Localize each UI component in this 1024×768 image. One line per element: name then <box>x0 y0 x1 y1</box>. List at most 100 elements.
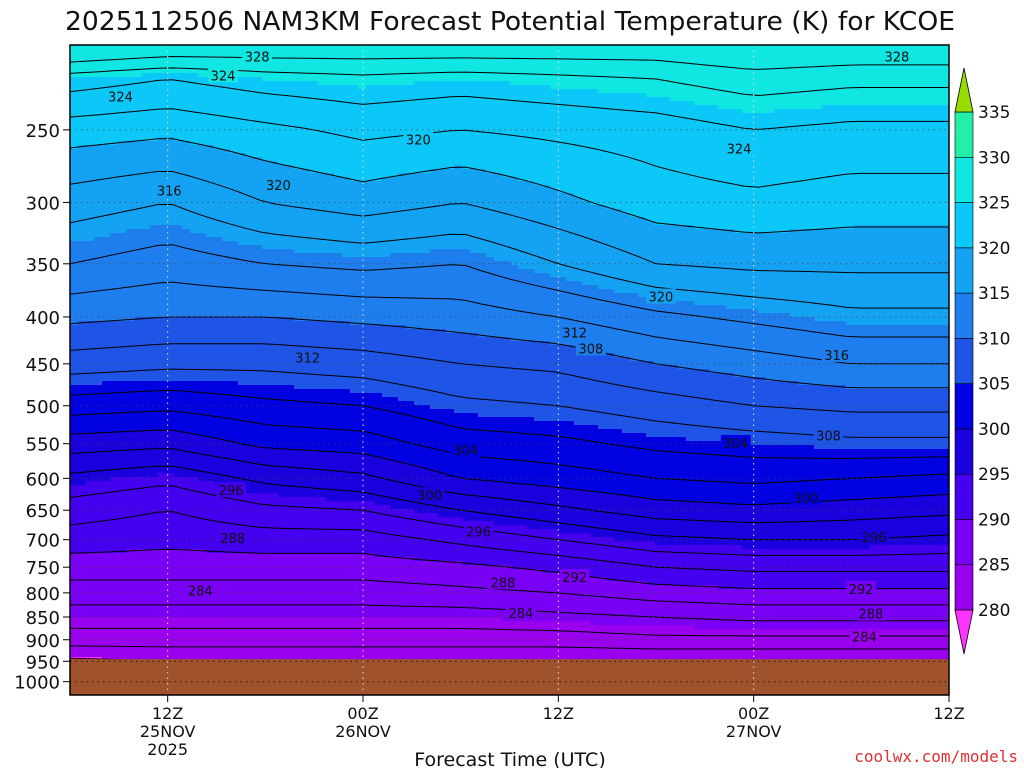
theta-cell <box>214 241 223 246</box>
theta-cell <box>254 433 263 438</box>
theta-cell <box>70 373 79 378</box>
theta-cell <box>78 489 87 494</box>
theta-cell <box>126 497 135 502</box>
theta-cell <box>166 209 175 214</box>
theta-cell <box>310 325 319 330</box>
theta-cell <box>254 357 263 362</box>
theta-cell <box>222 141 231 146</box>
theta-cell <box>286 393 295 398</box>
theta-cell <box>246 465 255 470</box>
theta-cell <box>78 437 87 442</box>
theta-cell <box>78 389 87 394</box>
theta-cell <box>278 97 287 102</box>
theta-cell <box>150 317 159 322</box>
theta-cell <box>126 585 135 590</box>
theta-cell <box>254 609 263 614</box>
theta-cell <box>222 581 231 586</box>
theta-cell <box>214 397 223 402</box>
theta-cell <box>142 645 151 650</box>
theta-cell <box>174 197 183 202</box>
theta-cell <box>238 625 247 630</box>
theta-cell <box>278 377 287 382</box>
theta-cell <box>254 77 263 82</box>
theta-cell <box>118 445 127 450</box>
theta-cell <box>126 649 135 654</box>
theta-cell <box>78 49 87 54</box>
theta-cell <box>238 557 247 562</box>
theta-cell <box>238 209 247 214</box>
theta-cell <box>78 225 87 230</box>
theta-cell <box>246 281 255 286</box>
theta-cell <box>102 137 111 142</box>
theta-cell <box>198 193 207 198</box>
theta-cell <box>70 341 79 346</box>
theta-cell <box>102 505 111 510</box>
theta-cell <box>118 565 127 570</box>
theta-cell <box>126 465 135 470</box>
theta-cell <box>70 269 79 274</box>
theta-cell <box>294 509 303 514</box>
theta-cell <box>206 373 215 378</box>
theta-cell <box>134 533 143 538</box>
theta-cell <box>142 533 151 538</box>
theta-cell <box>150 481 159 486</box>
theta-cell <box>78 597 87 602</box>
theta-cell <box>238 297 247 302</box>
theta-cell <box>94 197 103 202</box>
theta-cell <box>310 173 319 178</box>
theta-cell <box>214 185 223 190</box>
theta-cell <box>126 229 135 234</box>
theta-cell <box>286 69 295 74</box>
theta-cell <box>110 353 119 358</box>
theta-cell <box>102 221 111 226</box>
theta-cell <box>102 401 111 406</box>
theta-cell <box>198 125 207 130</box>
theta-cell <box>310 281 319 286</box>
theta-cell <box>158 501 167 506</box>
theta-cell <box>206 133 215 138</box>
theta-cell <box>134 353 143 358</box>
theta-cell <box>142 81 151 86</box>
theta-cell <box>294 429 303 434</box>
theta-cell <box>110 413 119 418</box>
theta-cell <box>190 237 199 242</box>
theta-cell <box>238 193 247 198</box>
theta-cell <box>126 557 135 562</box>
theta-cell <box>206 213 215 218</box>
theta-cell <box>254 153 263 158</box>
theta-cell <box>150 249 159 254</box>
theta-cell <box>150 521 159 526</box>
theta-cell <box>110 573 119 578</box>
theta-cell <box>246 85 255 90</box>
theta-cell <box>198 185 207 190</box>
theta-cell <box>166 381 175 386</box>
theta-cell <box>150 245 159 250</box>
theta-cell <box>222 305 231 310</box>
theta-cell <box>78 453 87 458</box>
theta-cell <box>310 461 319 466</box>
theta-cell <box>190 497 199 502</box>
theta-cell <box>270 553 279 558</box>
theta-cell <box>278 53 287 58</box>
theta-cell <box>166 549 175 554</box>
theta-cell <box>142 165 151 170</box>
theta-cell <box>94 501 103 506</box>
theta-cell <box>166 577 175 582</box>
theta-cell <box>94 233 103 238</box>
theta-cell <box>70 449 79 454</box>
theta-cell <box>238 385 247 390</box>
theta-cell <box>254 189 263 194</box>
theta-cell <box>278 313 287 318</box>
theta-cell <box>110 189 119 194</box>
theta-cell <box>158 77 167 82</box>
theta-cell <box>302 309 311 314</box>
theta-cell <box>150 637 159 642</box>
theta-cell <box>246 141 255 146</box>
theta-cell <box>246 413 255 418</box>
theta-cell <box>262 505 271 510</box>
theta-cell <box>294 385 303 390</box>
theta-cell <box>206 397 215 402</box>
theta-cell <box>182 137 191 142</box>
theta-cell <box>214 125 223 130</box>
theta-cell <box>110 113 119 118</box>
